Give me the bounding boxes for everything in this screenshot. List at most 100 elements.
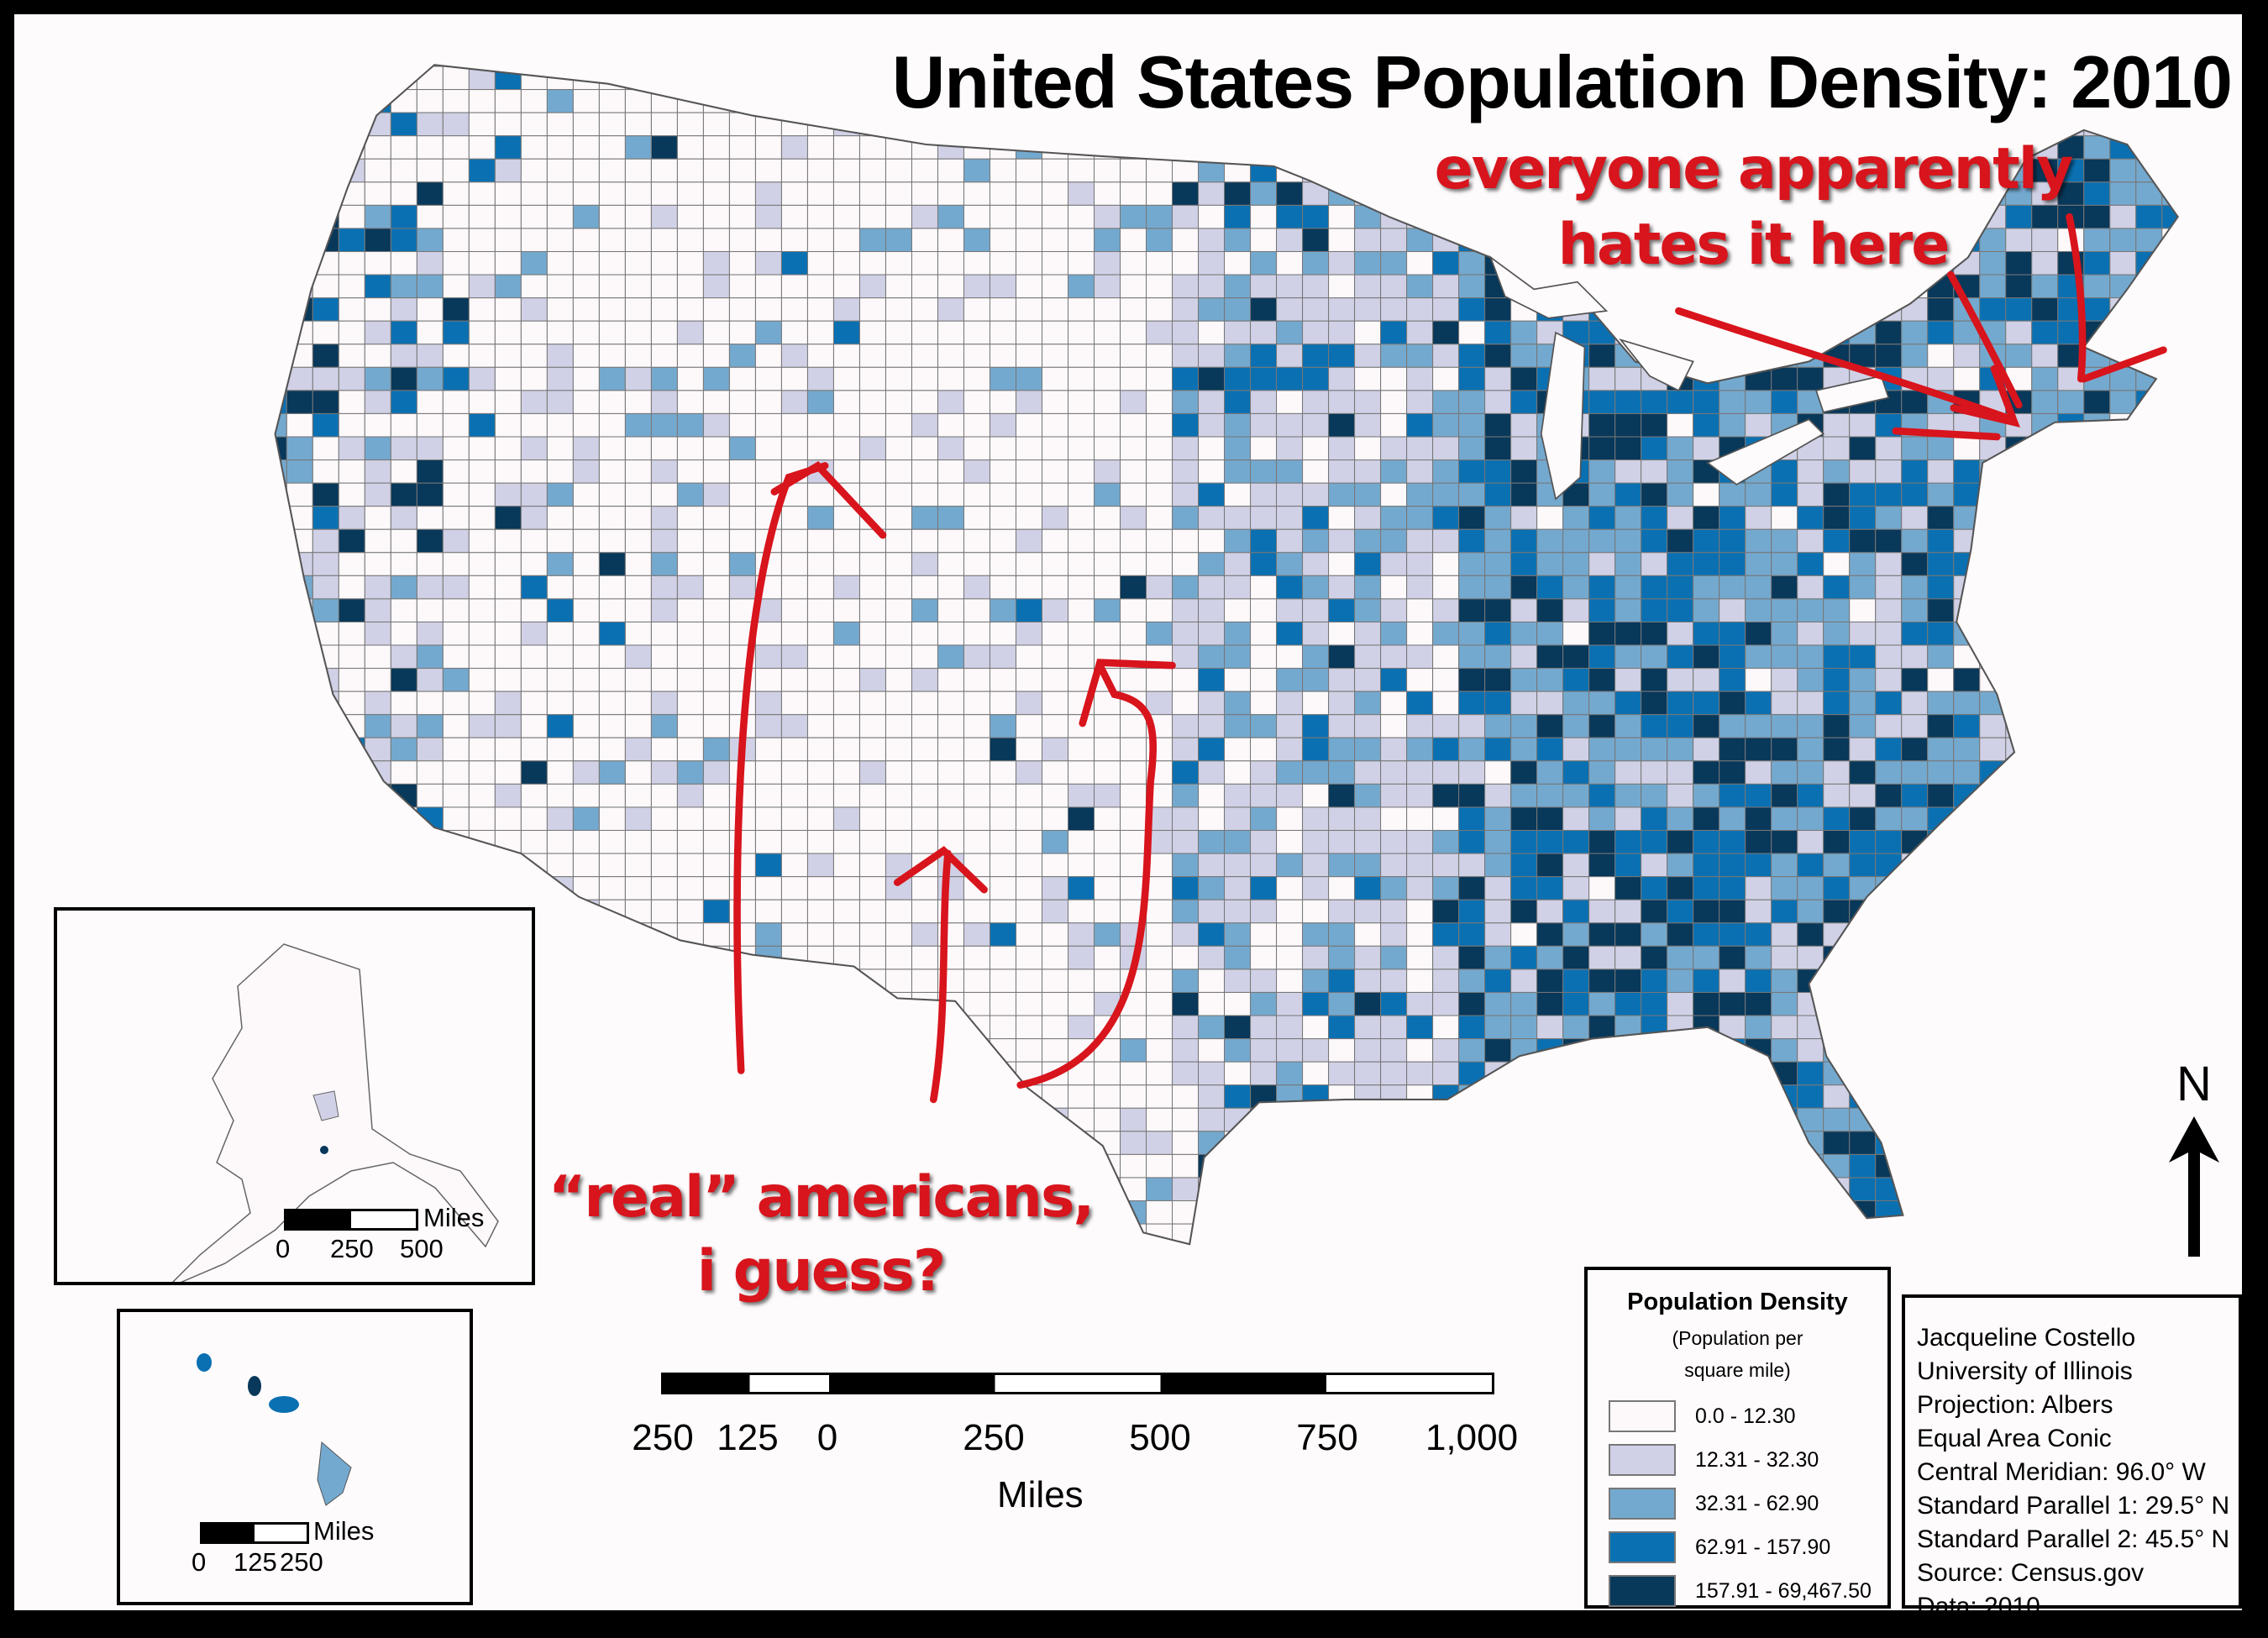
county-cell bbox=[1667, 1061, 1694, 1086]
county-cell bbox=[1614, 945, 1642, 970]
county-cell bbox=[1406, 320, 1434, 345]
county-cell bbox=[1380, 922, 1408, 947]
county-cell bbox=[728, 876, 756, 900]
county-cell bbox=[1276, 1177, 1304, 1202]
county-cell bbox=[806, 876, 834, 900]
county-cell bbox=[1406, 899, 1434, 924]
county-cell bbox=[390, 320, 417, 345]
county-cell bbox=[2083, 506, 2111, 530]
county-cell bbox=[1953, 1015, 1981, 1040]
county-cell bbox=[1484, 899, 1512, 924]
county-cell bbox=[1641, 1084, 1668, 1109]
county-cell bbox=[832, 181, 860, 206]
county-cell bbox=[858, 644, 886, 669]
county-cell bbox=[1224, 1177, 1252, 1202]
county-cell bbox=[1067, 506, 1095, 530]
county-cell bbox=[1328, 575, 1356, 600]
county-cell bbox=[390, 135, 417, 160]
county-cell bbox=[546, 459, 574, 484]
county-cell bbox=[1224, 135, 1252, 160]
county-cell bbox=[275, 66, 287, 91]
county-cell bbox=[1120, 806, 1147, 832]
county-cell bbox=[2005, 528, 2033, 554]
county-cell bbox=[520, 320, 548, 345]
conus-county-map bbox=[274, 64, 2179, 1246]
county-cell bbox=[1354, 598, 1382, 622]
county-cell bbox=[598, 506, 626, 530]
county-cell bbox=[650, 89, 678, 113]
county-cell bbox=[1302, 575, 1330, 600]
county-cell bbox=[1328, 552, 1356, 576]
county-cell bbox=[1719, 830, 1746, 854]
county-cell bbox=[2031, 806, 2059, 832]
county-cell bbox=[1276, 714, 1304, 738]
county-cell bbox=[676, 1107, 704, 1132]
county-cell bbox=[1667, 482, 1694, 507]
county-cell bbox=[1484, 806, 1512, 832]
county-cell bbox=[1146, 344, 1173, 368]
county-cell bbox=[286, 135, 313, 160]
county-cell bbox=[546, 853, 574, 878]
county-cell bbox=[1380, 412, 1408, 438]
county-cell bbox=[806, 899, 834, 924]
county-cell bbox=[1276, 621, 1304, 646]
county-cell bbox=[1901, 528, 1929, 554]
county-cell bbox=[702, 737, 730, 762]
county-cell bbox=[1927, 482, 1955, 507]
county-cell bbox=[1146, 297, 1173, 322]
county-cell bbox=[2135, 760, 2163, 785]
county-cell bbox=[338, 552, 365, 576]
county-cell bbox=[1041, 575, 1069, 600]
county-cell bbox=[624, 945, 652, 970]
county-cell bbox=[338, 274, 365, 299]
county-cell bbox=[650, 65, 678, 67]
county-cell bbox=[1041, 204, 1069, 229]
county-cell bbox=[1276, 297, 1304, 322]
county-cell bbox=[572, 575, 600, 600]
county-cell bbox=[390, 436, 417, 461]
county-cell bbox=[2161, 204, 2178, 229]
county-cell bbox=[2057, 436, 2085, 461]
county-cell bbox=[1146, 1061, 1173, 1086]
county-cell bbox=[1614, 506, 1642, 530]
county-cell bbox=[1015, 922, 1043, 947]
county-cell bbox=[858, 482, 886, 507]
county-cell bbox=[1250, 412, 1278, 438]
county-cell bbox=[572, 158, 600, 183]
county-cell bbox=[1849, 1061, 1877, 1086]
county-cell bbox=[728, 991, 756, 1016]
county-cell bbox=[1953, 922, 1981, 947]
county-cell bbox=[2135, 830, 2163, 854]
county-cell bbox=[312, 552, 339, 576]
county-cell bbox=[364, 320, 391, 345]
county-cell bbox=[1901, 1153, 1929, 1179]
county-cell bbox=[728, 436, 756, 461]
county-cell bbox=[780, 390, 808, 414]
county-cell bbox=[286, 806, 313, 832]
county-cell bbox=[911, 297, 938, 322]
county-cell bbox=[885, 737, 912, 762]
county-cell bbox=[780, 436, 808, 461]
alaska-scale-bar bbox=[284, 1209, 418, 1231]
county-cell bbox=[1484, 668, 1512, 692]
county-cell bbox=[390, 575, 417, 600]
county-cell bbox=[1875, 1200, 1903, 1225]
county-cell bbox=[1745, 1200, 1772, 1225]
county-cell bbox=[2161, 668, 2178, 692]
county-cell bbox=[1146, 1084, 1173, 1109]
county-cell bbox=[1224, 181, 1252, 206]
county-cell bbox=[338, 621, 365, 646]
county-cell bbox=[911, 830, 938, 854]
county-cell bbox=[858, 1084, 886, 1109]
county-cell bbox=[1432, 644, 1460, 669]
county-cell bbox=[1693, 690, 1720, 716]
county-cell bbox=[546, 158, 574, 183]
county-cell bbox=[1120, 436, 1147, 461]
county-cell bbox=[275, 65, 287, 67]
county-cell bbox=[1406, 1200, 1434, 1225]
county-cell bbox=[885, 830, 912, 854]
county-cell bbox=[1458, 436, 1486, 461]
county-cell bbox=[1927, 922, 1955, 947]
county-cell bbox=[1823, 783, 1851, 808]
county-cell bbox=[2031, 204, 2059, 229]
